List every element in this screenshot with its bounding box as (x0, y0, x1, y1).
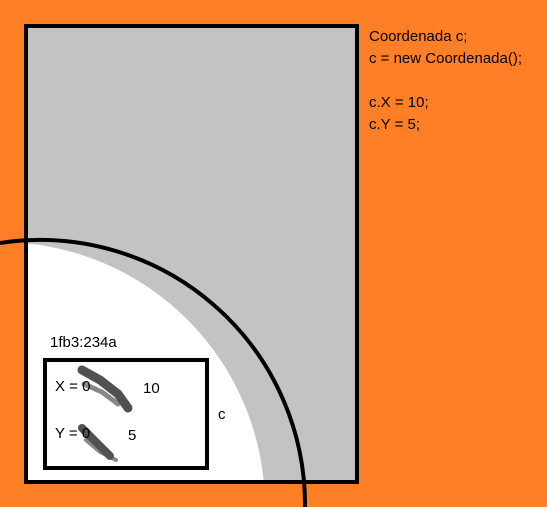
code-line: c = new Coordenada(); (369, 48, 522, 70)
code-line: c.Y = 5; (369, 114, 522, 136)
field-x-value: 10 (143, 380, 160, 397)
field-y-label: Y = 0 (55, 425, 90, 442)
variable-label: c (218, 406, 226, 423)
code-line: Coordenada c; (369, 26, 522, 48)
field-y-value: 5 (128, 427, 136, 444)
field-x-label: X = 0 (55, 378, 90, 395)
memory-address: 1fb3:234a (50, 334, 117, 351)
code-snippet: Coordenada c; c = new Coordenada(); c.X … (369, 26, 522, 136)
code-line (369, 70, 522, 92)
code-line: c.X = 10; (369, 92, 522, 114)
